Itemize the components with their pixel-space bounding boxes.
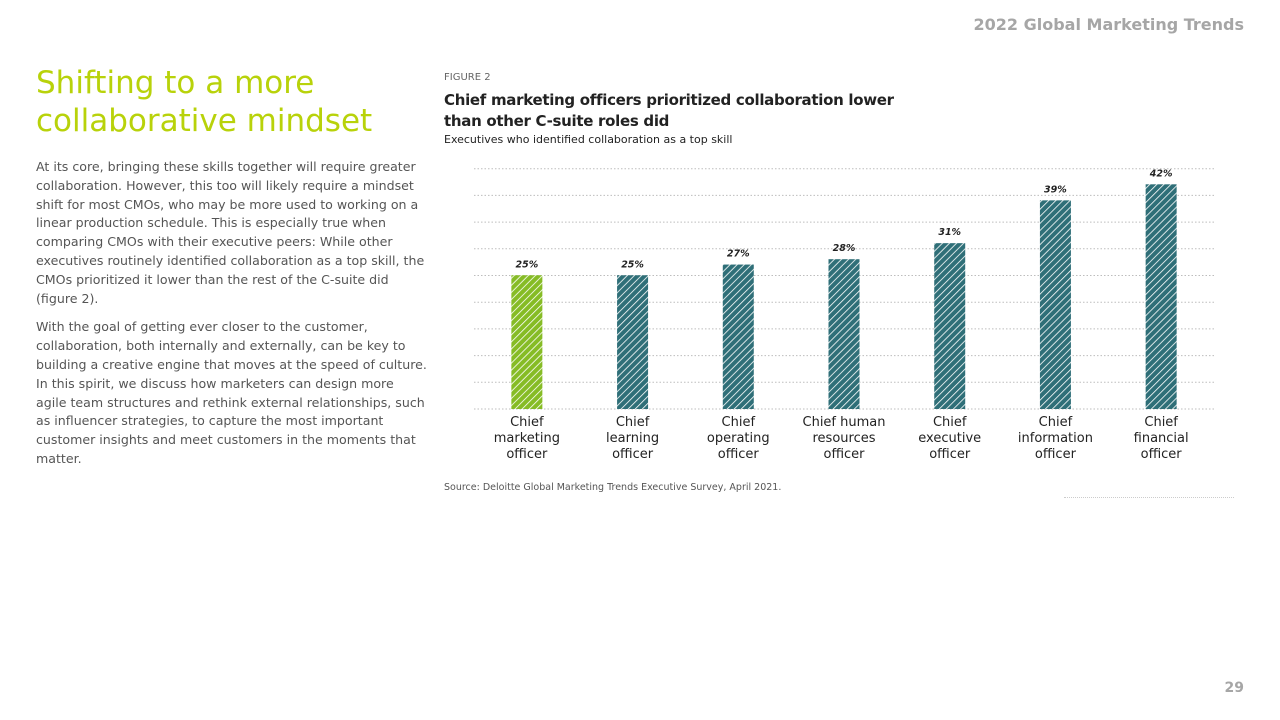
bar-5 (1039, 200, 1071, 409)
bar-chart: 25% 25%27% 28%31%39%42% Chiefmarketingoffi… (474, 168, 1214, 462)
chart-title: Chief marketing officers prioritized col… (444, 91, 894, 130)
figure-label: FIGURE 2 (444, 72, 491, 83)
category-label-3-line-0: Chief human (803, 415, 886, 430)
category-label-4-line-0: Chief (933, 415, 967, 430)
value-label-0: 25% (515, 259, 538, 270)
chart-gridlines (474, 168, 1214, 410)
body-paragraph-1: At its core, bringing these skills toget… (36, 159, 425, 306)
chart-value-labels: 25% 25% 27% 28% 31% 39% 42% (515, 168, 1172, 270)
bar-0 (511, 275, 543, 409)
figure-source: Source: Deloitte Global Marketing Trends… (444, 482, 782, 493)
chart-subtitle: Executives who identified collaboration … (444, 133, 733, 146)
category-label-5-line-1: information (1018, 431, 1093, 446)
body-text: At its core, bringing these skills toget… (36, 158, 428, 479)
category-label-4-line-1: executive (918, 431, 981, 446)
value-label-4: 31% (938, 227, 961, 238)
section-title: Shifting to a more collaborative mindset (36, 65, 373, 139)
bar-3 (828, 259, 860, 409)
chart-category-labels: ChiefmarketingofficerChieflearningoffice… (494, 415, 1189, 462)
category-label-1-line-1: learning (606, 431, 659, 446)
category-label-0-line-2: officer (506, 447, 548, 462)
value-label-2: 27% (727, 249, 750, 260)
chart-bars (511, 184, 1177, 409)
bar-4 (934, 243, 966, 409)
category-label-0-line-1: marketing (494, 431, 560, 446)
category-label-3-line-2: officer (823, 447, 865, 462)
category-label-2-line-1: operating (707, 431, 770, 446)
category-label-4-line-2: officer (929, 447, 971, 462)
value-label-6: 42% (1149, 168, 1173, 179)
category-label-6-line-1: financial (1134, 431, 1189, 446)
page-number: 29 (1224, 680, 1244, 696)
category-label-1-line-0: Chief (616, 415, 650, 430)
faint-divider (1064, 497, 1234, 498)
report-header-title: 2022 Global Marketing Trends (973, 15, 1245, 34)
value-label-3: 28% (833, 243, 856, 254)
bar-1 (617, 275, 649, 409)
value-label-1: 25% (621, 259, 644, 270)
category-label-2-line-2: officer (718, 447, 760, 462)
value-label-5: 39% (1044, 184, 1067, 195)
category-label-1-line-2: officer (612, 447, 654, 462)
category-label-2-line-0: Chief (722, 415, 756, 430)
category-label-6-line-2: officer (1141, 447, 1183, 462)
bar-2 (722, 264, 754, 409)
category-label-0-line-0: Chief (510, 415, 544, 430)
bar-6 (1145, 184, 1177, 409)
category-label-6-line-0: Chief (1144, 415, 1178, 430)
body-paragraph-2: With the goal of getting ever closer to … (36, 319, 427, 466)
category-label-3-line-1: resources (812, 431, 875, 446)
category-label-5-line-0: Chief (1039, 415, 1073, 430)
category-label-5-line-2: officer (1035, 447, 1077, 462)
